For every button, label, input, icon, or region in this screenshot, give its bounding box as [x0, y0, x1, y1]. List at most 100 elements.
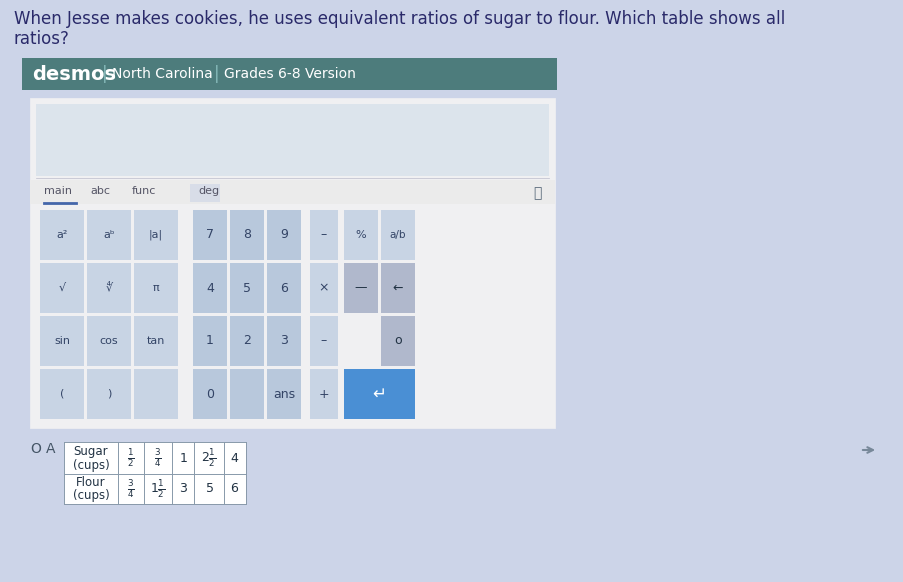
- Text: %: %: [355, 230, 366, 240]
- Text: |a|: |a|: [149, 230, 163, 240]
- Bar: [266, 210, 301, 260]
- Text: 6: 6: [280, 282, 288, 294]
- Bar: [64, 442, 246, 504]
- Bar: [380, 316, 414, 366]
- Bar: [192, 316, 227, 366]
- Text: Flour: Flour: [76, 477, 106, 489]
- Bar: [380, 210, 414, 260]
- Text: 4: 4: [206, 282, 214, 294]
- Text: +: +: [319, 388, 329, 400]
- Text: ↵: ↵: [372, 385, 386, 403]
- Bar: [40, 210, 84, 260]
- Text: –: –: [321, 335, 327, 347]
- Text: $1\frac{1}{2}$: $1\frac{1}{2}$: [150, 478, 165, 500]
- Text: 🔧: 🔧: [533, 186, 541, 200]
- Text: $5$: $5$: [204, 482, 213, 495]
- Text: $3$: $3$: [178, 482, 187, 495]
- Text: |: |: [102, 65, 107, 83]
- Bar: [229, 210, 264, 260]
- Text: ×: ×: [319, 282, 329, 294]
- Text: aᵇ: aᵇ: [103, 230, 115, 240]
- Bar: [134, 210, 178, 260]
- Bar: [30, 98, 554, 428]
- Bar: [40, 316, 84, 366]
- Text: sin: sin: [54, 336, 70, 346]
- Bar: [87, 316, 131, 366]
- Text: |: |: [214, 65, 219, 83]
- Text: 0: 0: [206, 388, 214, 400]
- Bar: [22, 58, 556, 90]
- Bar: [190, 184, 219, 202]
- Bar: [380, 263, 414, 313]
- Bar: [344, 369, 414, 419]
- Text: deg: deg: [198, 186, 219, 196]
- Text: When Jesse makes cookies, he uses equivalent ratios of sugar to flour. Which tab: When Jesse makes cookies, he uses equiva…: [14, 10, 785, 28]
- Bar: [134, 263, 178, 313]
- Bar: [36, 104, 548, 176]
- Text: tan: tan: [146, 336, 165, 346]
- Bar: [192, 369, 227, 419]
- Text: abc: abc: [90, 186, 110, 196]
- Text: π: π: [153, 283, 159, 293]
- Text: (: (: [60, 389, 64, 399]
- Bar: [344, 263, 377, 313]
- Bar: [87, 263, 131, 313]
- Text: O: O: [30, 442, 41, 456]
- Text: $\frac{3}{4}$: $\frac{3}{4}$: [127, 478, 135, 500]
- Bar: [192, 210, 227, 260]
- Bar: [134, 369, 178, 419]
- Bar: [40, 263, 84, 313]
- Text: $4$: $4$: [230, 452, 239, 464]
- Text: North Carolina: North Carolina: [112, 67, 212, 81]
- Text: func: func: [132, 186, 156, 196]
- Text: ∜: ∜: [106, 283, 113, 293]
- Text: cos: cos: [99, 336, 118, 346]
- Bar: [40, 369, 84, 419]
- Text: o: o: [394, 335, 401, 347]
- Text: (cups): (cups): [72, 459, 109, 471]
- Text: ): ): [107, 389, 111, 399]
- Text: $6$: $6$: [230, 482, 239, 495]
- Bar: [344, 210, 377, 260]
- Text: —: —: [354, 282, 367, 294]
- Text: ←: ←: [392, 282, 403, 294]
- Bar: [87, 369, 131, 419]
- Text: 2: 2: [243, 335, 251, 347]
- Bar: [310, 369, 338, 419]
- Text: $\frac{1}{2}$: $\frac{1}{2}$: [127, 447, 135, 469]
- Text: a²: a²: [56, 230, 68, 240]
- Text: desmos: desmos: [32, 65, 116, 83]
- Text: –: –: [321, 229, 327, 242]
- Bar: [229, 316, 264, 366]
- Bar: [134, 316, 178, 366]
- Bar: [229, 263, 264, 313]
- Bar: [87, 210, 131, 260]
- Text: 3: 3: [280, 335, 288, 347]
- Text: (cups): (cups): [72, 489, 109, 502]
- Bar: [229, 369, 264, 419]
- Bar: [310, 316, 338, 366]
- Text: 9: 9: [280, 229, 288, 242]
- Text: A: A: [46, 442, 55, 456]
- Text: main: main: [44, 186, 72, 196]
- Text: ans: ans: [273, 388, 294, 400]
- Text: √: √: [59, 283, 66, 293]
- Text: 8: 8: [243, 229, 251, 242]
- Text: Grades 6-8 Version: Grades 6-8 Version: [224, 67, 356, 81]
- Text: $\frac{3}{4}$: $\frac{3}{4}$: [154, 447, 162, 469]
- Bar: [30, 180, 554, 204]
- Text: $2\frac{1}{2}$: $2\frac{1}{2}$: [201, 447, 217, 469]
- Text: a/b: a/b: [389, 230, 405, 240]
- Bar: [266, 369, 301, 419]
- Text: 5: 5: [243, 282, 251, 294]
- Text: Sugar: Sugar: [74, 445, 108, 459]
- Bar: [310, 210, 338, 260]
- Bar: [192, 263, 227, 313]
- Text: $1$: $1$: [179, 452, 187, 464]
- Text: 1: 1: [206, 335, 214, 347]
- Text: 7: 7: [206, 229, 214, 242]
- Bar: [310, 263, 338, 313]
- Bar: [266, 263, 301, 313]
- Bar: [266, 316, 301, 366]
- Text: ratios?: ratios?: [14, 30, 70, 48]
